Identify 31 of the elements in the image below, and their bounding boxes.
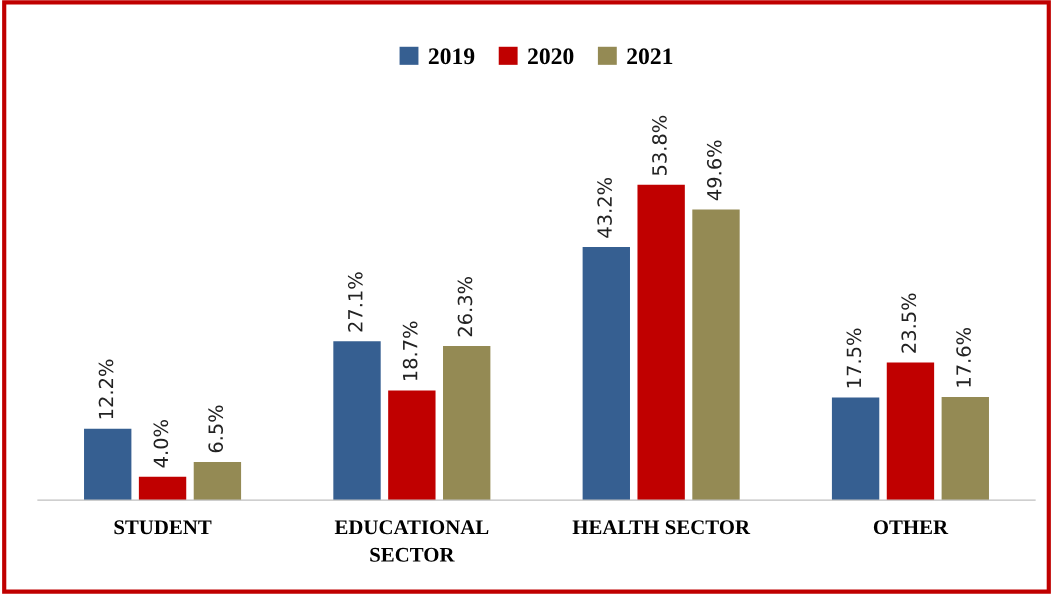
data-label: 53.8%: [652, 115, 667, 176]
bar: [388, 390, 436, 501]
bar: [333, 341, 381, 501]
x-tick-label: EDUCATIONAL SECTOR: [334, 520, 489, 562]
x-tick-label: OTHER: [873, 520, 949, 535]
x-tick-label: HEALTH SECTOR: [572, 520, 751, 535]
data-label: 12.2%: [98, 359, 114, 419]
legend-label: 2020: [528, 48, 574, 65]
data-label: 17.5%: [846, 328, 862, 388]
data-label: 17.6%: [956, 327, 971, 387]
bar: [138, 476, 187, 501]
legend-label: 2021: [627, 48, 673, 65]
bar: [886, 362, 935, 501]
data-label: 49.6%: [706, 140, 722, 201]
data-label: 26.3%: [457, 277, 473, 337]
data-label: 43.2%: [597, 177, 612, 238]
bar: [941, 397, 989, 501]
bar: [443, 346, 491, 501]
data-label: 4.0%: [153, 420, 169, 468]
data-label: 23.5%: [901, 293, 917, 353]
bar: [637, 184, 685, 501]
bar: [193, 462, 242, 501]
bar: [84, 428, 132, 501]
x-tick-label: STUDENT: [114, 520, 212, 535]
data-label: 18.7%: [402, 321, 418, 381]
data-label: 27.1%: [347, 272, 363, 332]
bar: [831, 397, 880, 501]
bar: [582, 246, 630, 501]
data-label: 6.5%: [208, 405, 224, 453]
legend-label: 2019: [428, 48, 475, 65]
bar: [692, 209, 740, 501]
